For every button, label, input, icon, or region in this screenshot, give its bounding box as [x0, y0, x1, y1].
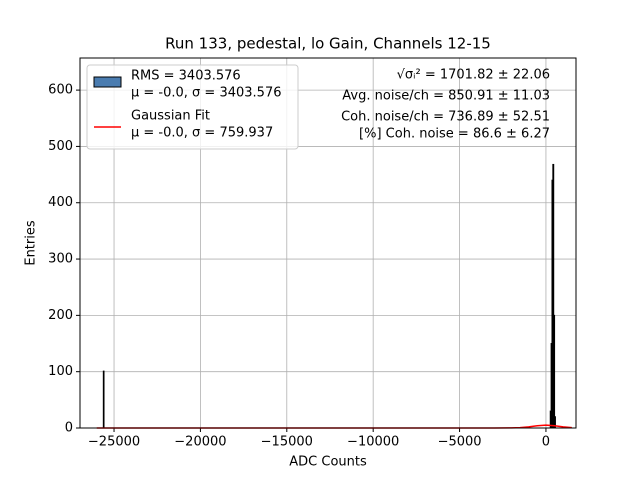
annotation: Coh. noise/ch = 736.89 ± 52.51 [341, 110, 550, 125]
histogram-bar [553, 314, 556, 429]
y-tick-label: 100 [48, 364, 73, 379]
annotation: Avg. noise/ch = 850.91 ± 11.03 [342, 89, 550, 104]
legend-box [86, 64, 299, 150]
x-tick-label: 0 [542, 435, 550, 450]
y-tick-label: 600 [48, 83, 73, 98]
annotation: √σᵢ² = 1701.82 ± 22.06 [397, 68, 550, 83]
y-tick-label: 0 [65, 421, 73, 436]
legend: RMS = 3403.576 μ = -0.0, σ = 3403.576 Gaus… [86, 64, 299, 150]
histogram-bar [102, 370, 105, 429]
legend-detail: μ = -0.0, σ = 3403.576 [131, 86, 281, 101]
y-tick-label: 300 [48, 252, 73, 267]
y-tick-label: 500 [48, 139, 73, 154]
plot-frame [79, 57, 577, 429]
legend-swatch [93, 76, 122, 88]
annotation: [%] Coh. noise = 86.6 ± 6.27 [359, 127, 550, 142]
y-tick-label: 200 [48, 308, 73, 323]
legend-detail: μ = -0.0, σ = 759.937 [131, 126, 273, 141]
legend-label: RMS = 3403.576 [131, 69, 241, 84]
legend-label: Gaussian Fit [131, 109, 210, 124]
y-tick-label: 400 [48, 195, 73, 210]
x-axis-label: ADC Counts [289, 455, 367, 470]
y-axis-label: Entries [24, 220, 39, 266]
x-tick-label: −5000 [438, 435, 482, 450]
x-tick-label: −10000 [347, 435, 399, 450]
x-tick-label: −25000 [88, 435, 140, 450]
x-tick-label: −15000 [261, 435, 313, 450]
x-tick-label: −20000 [174, 435, 226, 450]
chart-title: Run 133, pedestal, lo Gain, Channels 12-… [165, 35, 491, 53]
